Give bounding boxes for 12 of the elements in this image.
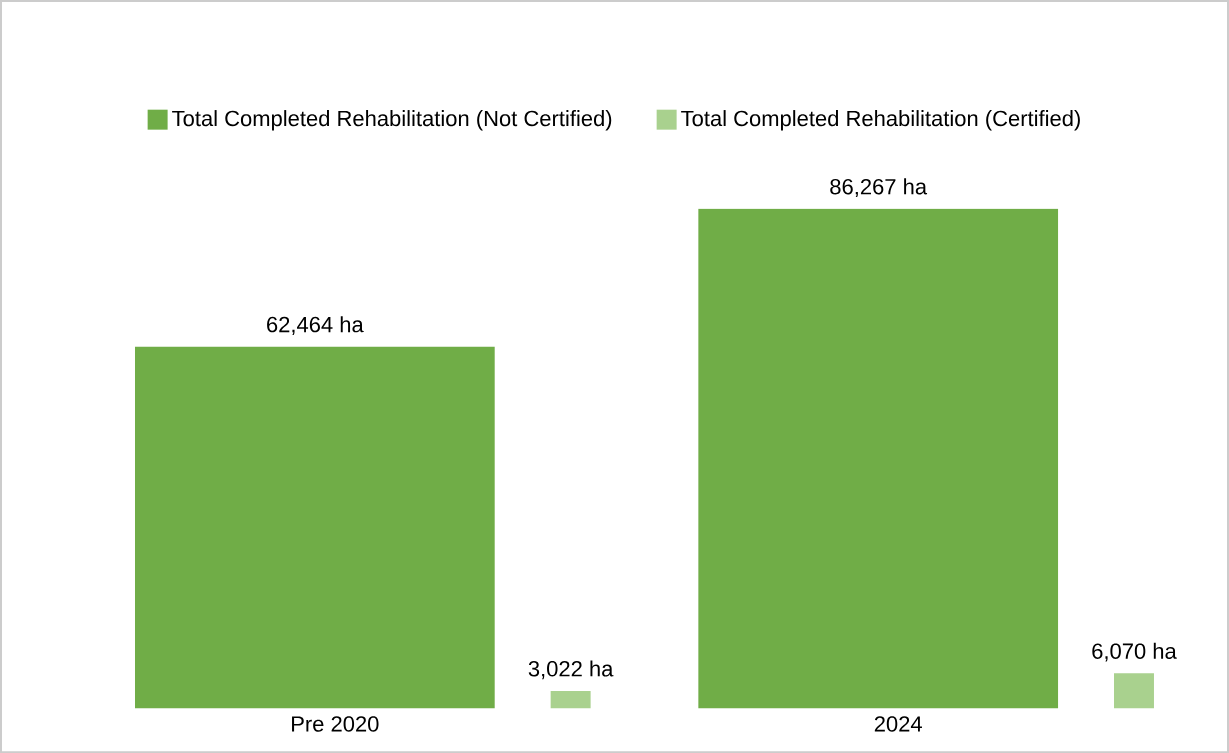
data-label: 3,022 ha xyxy=(528,660,614,680)
x-tick-label: Pre 2020 xyxy=(292,715,379,732)
bar xyxy=(1114,673,1154,709)
legend-label: Total Completed Rehabilitation (Not Certified) xyxy=(172,109,612,131)
bar xyxy=(135,346,495,709)
data-label: 62,464 ha xyxy=(267,316,364,335)
bar xyxy=(698,208,1059,709)
legend-label: Total Completed Rehabilitation (Certified) xyxy=(681,109,1080,131)
data-label: 6,070 ha xyxy=(1092,642,1177,662)
bar xyxy=(550,690,591,709)
x-tick-label: 2024 xyxy=(874,715,922,732)
data-label: 86,267 ha xyxy=(830,178,928,197)
